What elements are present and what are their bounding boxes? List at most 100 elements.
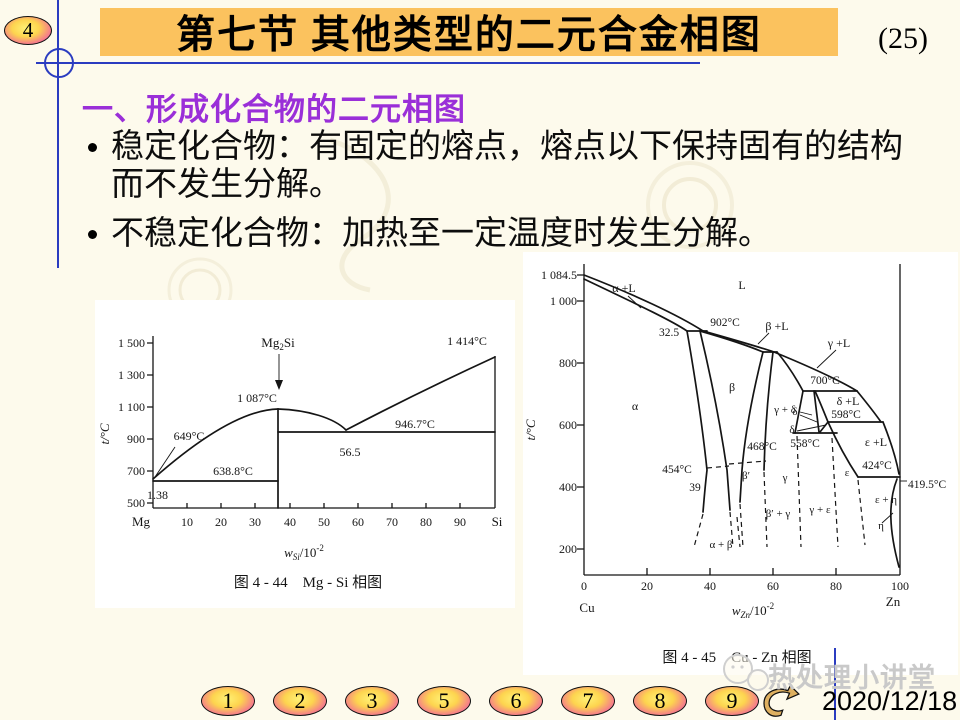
nav-button-1[interactable]: 1: [201, 686, 255, 716]
diagram-label: L: [738, 278, 745, 292]
diagram-label: 90: [454, 515, 466, 529]
diagram-label: 70: [386, 515, 398, 529]
diagram-label: 424°C: [862, 460, 892, 472]
dashed-phase-lines: [693, 435, 866, 548]
divider-horizontal-line: [36, 62, 700, 64]
diagram-label: 1 087°C: [237, 391, 277, 405]
current-page-badge[interactable]: 4: [4, 16, 52, 45]
nav-button-label: 5: [438, 688, 450, 713]
diagram-label: 0: [581, 579, 587, 593]
diagram-label: η: [878, 520, 884, 532]
diagram-label: 454°C: [662, 464, 692, 476]
diagram-label: 500: [127, 496, 145, 510]
diagram-label: 600: [559, 418, 577, 432]
diagram-label: 1.38: [147, 488, 168, 502]
bullet-list: 稳定化合物：有固定的熔点，熔点以下保持固有的结构而不发生分解。 不稳定化合物：加…: [84, 128, 910, 264]
divider-vertical-line: [57, 0, 59, 268]
diagram-label: Mg: [132, 514, 151, 529]
diagram-label: 20: [641, 579, 653, 593]
diagram-label: β +L: [765, 319, 788, 333]
mg-si-labels: 1 500 1 300 1 100 900 700 500 Mg 10 20 30 40 50 60 70…: [97, 334, 503, 591]
diagram-label: 700°C: [810, 375, 840, 387]
diagram-label: t/°C: [523, 419, 538, 440]
diagram-label: γ + δ: [773, 404, 796, 416]
diagram-label: 20: [215, 515, 227, 529]
slide-counter: (25): [878, 22, 928, 55]
diagram-label: δ: [789, 424, 794, 436]
diagram-label: γ + ε: [808, 504, 831, 516]
diagram-label: 10: [181, 515, 193, 529]
diagram-label: 1 000: [550, 294, 577, 308]
list-item: 稳定化合物：有固定的熔点，熔点以下保持固有的结构而不发生分解。: [84, 128, 910, 204]
diagram-label: 1 414°C: [447, 334, 487, 348]
nav-button-9[interactable]: 9: [705, 686, 759, 716]
bullet-dot-icon: [88, 230, 97, 239]
compass-circle-decoration: [44, 48, 74, 78]
diagram-label: 558°C: [790, 438, 820, 450]
diagram-label: ε +L: [865, 435, 887, 449]
diagram-label: 60: [352, 515, 364, 529]
diagram-label: 80: [830, 579, 842, 593]
section-heading: 一、形成化合物的二元相图: [82, 92, 466, 127]
diagram-label: 50: [318, 515, 330, 529]
nav-button-5[interactable]: 5: [417, 686, 471, 716]
page-title: 第七节 其他类型的二元合金相图: [100, 8, 838, 57]
cu-zn-phase-diagram-svg: wZn/10-2 1 084.5 1 000 800 600 400 200 0 20 40 60…: [523, 264, 946, 666]
diagram-label: 800: [559, 356, 577, 370]
return-arrow-icon[interactable]: [755, 683, 807, 717]
diagram-label: 1 300: [118, 368, 145, 382]
compound-arrow-icon: [275, 380, 283, 390]
diagram-label: 1 500: [118, 336, 145, 350]
bullet-text: 不稳定化合物：加热至一定温度时发生分解。: [111, 216, 771, 252]
slide-date: 2020/12/18: [822, 686, 958, 716]
diagram-label: 638.8°C: [213, 464, 253, 478]
diagram-label: Zn: [886, 594, 901, 609]
axes: [147, 336, 496, 509]
nav-button-6[interactable]: 6: [489, 686, 543, 716]
diagram-label: δ: [792, 406, 797, 418]
diagram-label: β′ + γ: [766, 508, 791, 520]
diagram-label: β′: [742, 470, 750, 482]
diagram-label: 39: [689, 482, 701, 494]
nav-button-label: 3: [366, 688, 378, 713]
label-pointer-lines: [154, 354, 280, 478]
nav-button-8[interactable]: 8: [633, 686, 687, 716]
diagram-label: 56.5: [340, 445, 361, 459]
x-axis-label: wSi/10-2: [284, 543, 324, 562]
diagram-label: 40: [284, 515, 296, 529]
diagram-label: 468°C: [747, 441, 777, 453]
diagram-label: 902°C: [710, 317, 740, 329]
nav-button-3[interactable]: 3: [345, 686, 399, 716]
phase-boundary-lines: [152, 356, 496, 509]
page-title-text: 第七节 其他类型的二元合金相图: [176, 14, 762, 57]
divider-vertical-line: [834, 648, 836, 720]
nav-button-label: 7: [582, 688, 594, 713]
diagram-label: 60: [767, 579, 779, 593]
nav-button-label: 8: [654, 688, 666, 713]
x-axis-label: wZn/10-2: [732, 601, 774, 620]
label-pointer-lines: [627, 295, 907, 524]
nav-button-label: 6: [510, 688, 522, 713]
diagram-label: Cu: [579, 600, 595, 615]
current-page-number: 4: [22, 18, 34, 42]
bullet-text: 稳定化合物：有固定的熔点，熔点以下保持固有的结构而不发生分解。: [111, 129, 903, 203]
diagram-label: 100: [891, 579, 909, 593]
diagram-label: γ: [782, 472, 788, 484]
nav-button-label: 2: [294, 688, 306, 713]
axes: [577, 264, 901, 576]
diagram-label: β: [729, 380, 735, 394]
watermark-text: 热处理小讲堂: [768, 663, 936, 693]
diagram-label: 32.5: [659, 327, 679, 339]
mg-si-phase-diagram: Mg2Si wSi/10-2 1 500 1 300 1 100 900 700 500 M…: [95, 300, 515, 608]
diagram-label: 649°C: [174, 429, 205, 443]
diagram-label: α: [632, 399, 639, 413]
diagram-label: Si: [492, 514, 503, 529]
diagram-label: δ +L: [837, 394, 860, 408]
nav-button-2[interactable]: 2: [273, 686, 327, 716]
mg-si-phase-diagram-svg: Mg2Si wSi/10-2 1 500 1 300 1 100 900 700 500 M…: [97, 334, 503, 591]
cu-zn-labels: 1 084.5 1 000 800 600 400 200 0 20 40 60 80 100 Cu Zn…: [523, 268, 946, 666]
diagram-label: ε + η: [875, 494, 897, 506]
diagram-label: α +L: [612, 281, 635, 295]
nav-button-7[interactable]: 7: [561, 686, 615, 716]
diagram-label: 30: [249, 515, 261, 529]
